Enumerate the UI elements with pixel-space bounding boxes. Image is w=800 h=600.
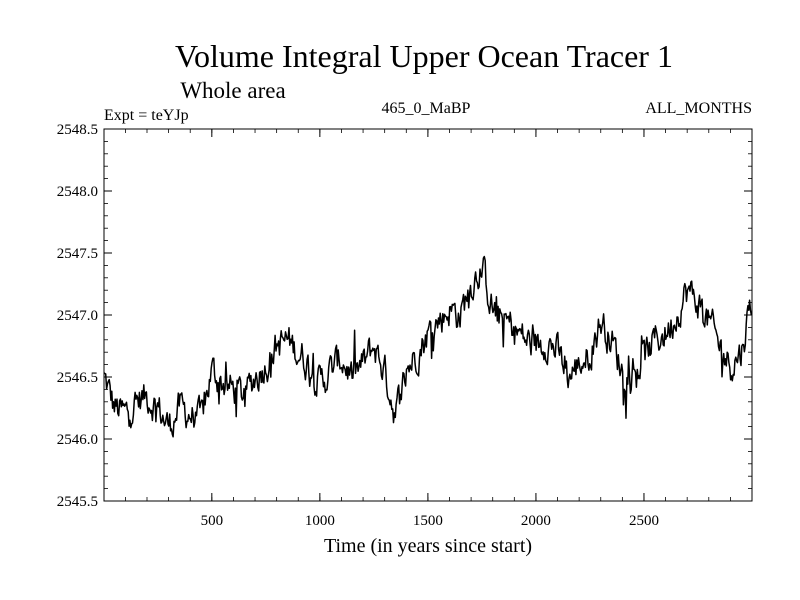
y-tick-label: 2546.5: [57, 370, 98, 386]
x-tick-label: 500: [201, 513, 224, 529]
series-line: [103, 255, 753, 438]
x-axis-label: Time (in years since start): [324, 535, 532, 557]
months-label: ALL_MONTHS: [645, 100, 752, 117]
y-tick-label: 2547.0: [57, 308, 98, 324]
period-label: 465_0_MaBP: [382, 100, 471, 117]
chart-subtitle: Whole area: [180, 78, 285, 103]
x-tick-label: 2500: [629, 513, 659, 529]
experiment-label: Expt = teYJp: [104, 107, 189, 124]
x-tick-label: 2000: [521, 513, 551, 529]
chart-title: Volume Integral Upper Ocean Tracer 1: [175, 38, 673, 74]
y-tick-label: 2548.5: [57, 122, 98, 138]
y-tick-label: 2548.0: [57, 184, 98, 200]
y-tick-label: 2547.5: [57, 246, 98, 262]
x-tick-label: 1000: [305, 513, 335, 529]
plot-frame: [103, 128, 753, 502]
plot-area: 2545.5 2546.0 2546.5 2547.0 2547.5 2548.0 2548…: [57, 122, 753, 529]
y-tick-label: 2545.5: [57, 494, 98, 510]
y-tick-label: 2546.0: [57, 432, 98, 448]
x-tick-label: 1500: [413, 513, 443, 529]
